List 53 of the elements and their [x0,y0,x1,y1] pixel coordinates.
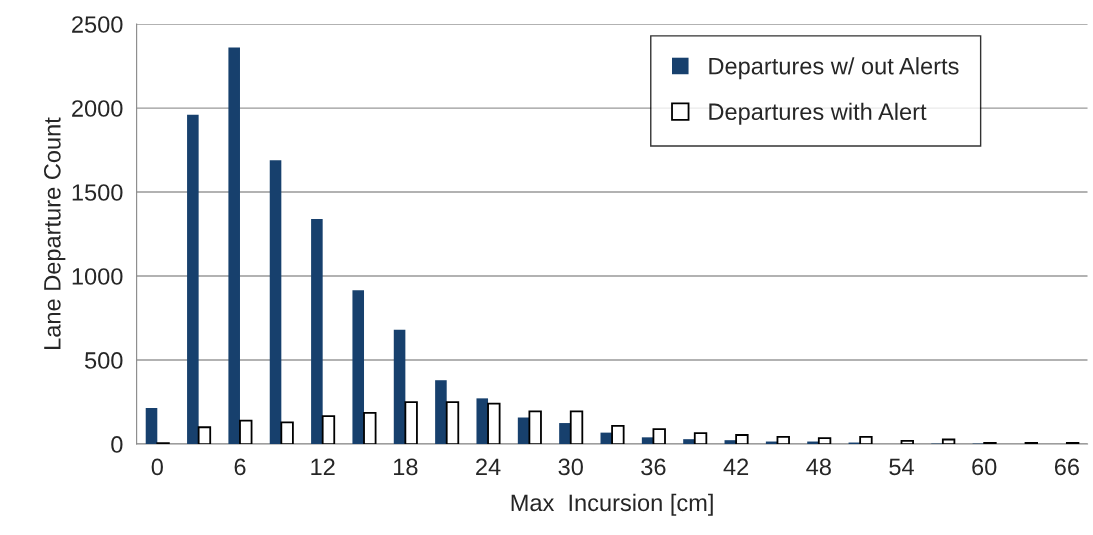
y-tick-label: 1000 [72,268,123,285]
bar [239,419,253,445]
y-axis-title: Lane Departure Count [43,117,66,349]
bar [528,410,542,445]
x-tick-label: 30 [558,458,583,476]
x-tick-label: 60 [972,458,997,476]
x-tick-label: 24 [476,458,501,476]
bar [487,402,501,445]
bar [280,421,294,445]
bar [321,415,336,445]
bar [652,428,666,445]
bar [683,439,695,445]
x-tick-label: 66 [1054,458,1079,476]
x-tick-label: 12 [311,458,335,476]
bar [445,401,460,445]
bar [197,426,212,445]
x-tick-label: 6 [234,458,246,476]
bar [776,435,790,445]
x-axis-title: Max Incursion [cm] [511,493,713,516]
bar [187,114,199,445]
bar [269,160,282,445]
x-tick-label: 0 [151,458,163,476]
bar [476,398,489,445]
bar [559,423,571,445]
x-tick-label: 36 [641,458,666,476]
bar [228,47,240,445]
bar [859,435,873,445]
y-tick-label: 2500 [72,16,123,33]
bar [311,218,323,445]
bar [611,425,625,445]
bar [735,434,749,445]
x-tick-label: 48 [806,458,831,476]
legend-label: Departures with Alert [709,102,927,125]
bar [693,432,708,445]
y-tick-label: 1500 [72,184,123,201]
bar [145,408,158,445]
bar [900,439,914,445]
bar [435,380,447,445]
bar [404,401,418,445]
y-tick-label: 500 [84,352,123,369]
bar [352,290,365,445]
bar [393,329,406,445]
bar [569,410,584,445]
y-tick-label: 0 [111,436,123,453]
bar [641,437,654,445]
bar [817,437,832,445]
legend-label: Departures w/ out Alerts [709,57,959,80]
x-tick-label: 42 [723,458,749,476]
x-tick-label: 18 [394,458,418,476]
bar [363,412,377,445]
y-tick-label: 2000 [72,100,123,117]
x-tick-label: 54 [889,458,914,476]
bar [941,438,956,445]
